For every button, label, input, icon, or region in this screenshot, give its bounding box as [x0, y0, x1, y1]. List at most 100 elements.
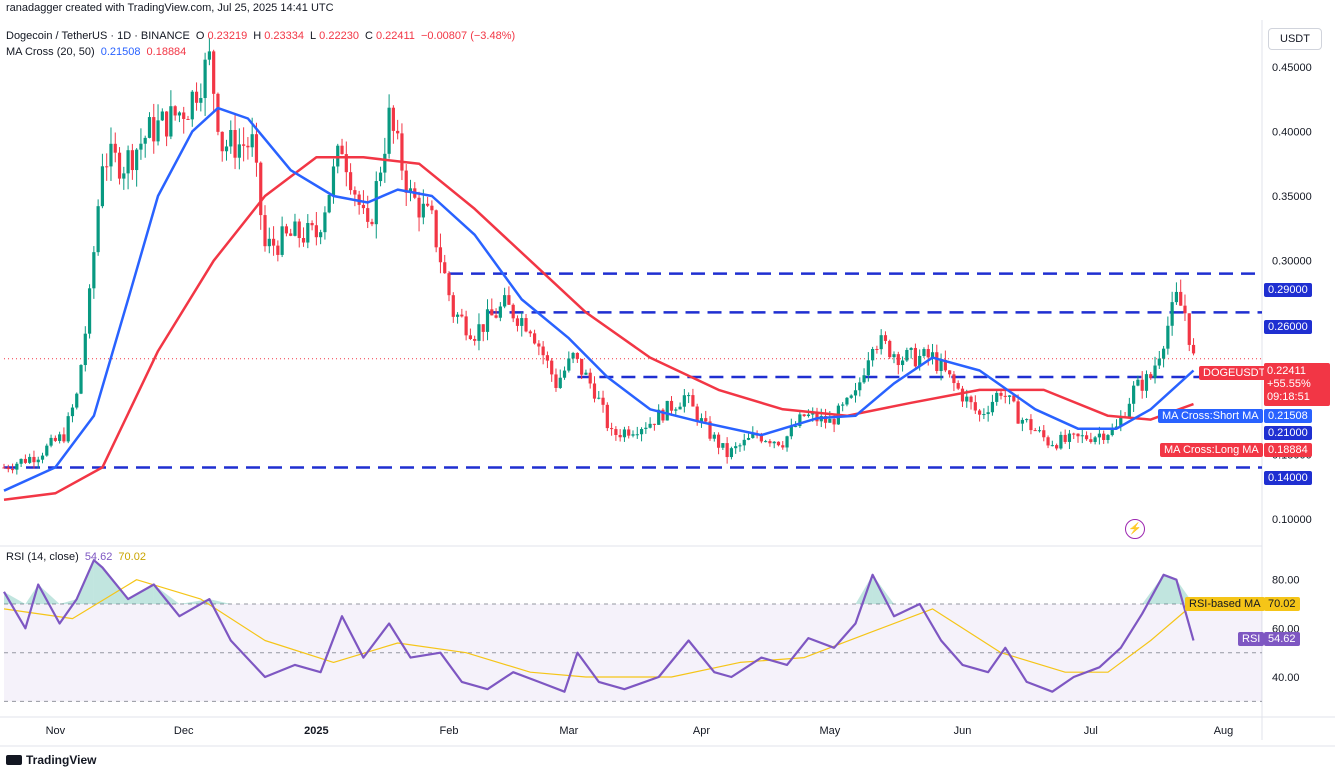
candle-body: [391, 107, 395, 131]
high-value: 0.23334: [264, 30, 304, 42]
candle-body: [652, 423, 656, 425]
price-tick-label: 0.30000: [1272, 256, 1312, 268]
candle-body: [49, 437, 53, 446]
candle-body: [588, 372, 592, 384]
candle-body: [297, 221, 301, 239]
candle-body: [567, 358, 571, 371]
candle-body: [1037, 430, 1042, 432]
candle-body: [802, 414, 806, 417]
tradingview-logo[interactable]: TradingView: [6, 753, 96, 767]
rsi-indicator-label[interactable]: RSI (14, close): [6, 551, 79, 563]
candle-body: [605, 404, 609, 429]
candle-body: [644, 427, 648, 430]
candle-body: [1170, 302, 1174, 326]
candle-body: [220, 131, 224, 152]
candle-body: [571, 352, 575, 359]
candle-body: [66, 416, 70, 442]
rsi-tag-label: RSI: [1238, 632, 1265, 646]
ma-indicator-label[interactable]: MA Cross (20, 50): [6, 46, 95, 58]
symbol-title[interactable]: Dogecoin / TetherUS · 1D · BINANCE: [6, 30, 190, 42]
candle-body: [271, 238, 276, 246]
currency-button[interactable]: USDT: [1268, 28, 1322, 50]
candle-body: [995, 392, 999, 402]
candle-body: [1055, 445, 1059, 449]
candle-body: [147, 117, 152, 138]
tv-logo-icon: [6, 755, 22, 765]
candle-body: [610, 428, 614, 430]
rsi-ma-header-value: 70.02: [118, 551, 146, 563]
candle-body: [36, 459, 40, 463]
candle-body: [575, 352, 579, 359]
candle-body: [263, 215, 267, 247]
candle-body: [900, 360, 905, 366]
candle-body: [1042, 430, 1046, 438]
candle-body: [404, 170, 408, 193]
candle-body: [323, 212, 327, 233]
candle-body: [28, 456, 32, 463]
time-tick-label: Feb: [440, 725, 459, 737]
rsi-ma-tag-value: 70.02: [1264, 597, 1300, 611]
candle-body: [1136, 379, 1140, 386]
candle-body: [913, 347, 918, 367]
candle-body: [1076, 433, 1080, 437]
candle-body: [417, 197, 421, 218]
candle-body: [105, 166, 109, 168]
candle-body: [2, 467, 6, 469]
candle-body: [622, 429, 627, 438]
candle-body: [169, 106, 173, 137]
candle-body: [592, 383, 597, 399]
candle-body: [601, 397, 605, 405]
candle-body: [117, 152, 122, 179]
candle-body: [23, 458, 27, 463]
candle-body: [742, 439, 746, 446]
candle-body: [468, 335, 473, 339]
candle-body: [871, 348, 875, 361]
change-value: −0.00807 (−3.48%): [420, 30, 516, 42]
candle-body: [267, 238, 271, 247]
time-tick-label: Aug: [1214, 725, 1234, 737]
candle-body: [507, 295, 511, 305]
candle-body: [1097, 433, 1102, 438]
candle-body: [768, 441, 772, 444]
candle-body: [79, 365, 83, 394]
candle-body: [460, 314, 464, 317]
candle-body: [892, 354, 896, 358]
candle-body: [828, 418, 832, 423]
level-tag-210: 0.21000: [1264, 426, 1312, 440]
candle-body: [806, 414, 811, 417]
candle-body: [310, 222, 314, 226]
rsi-header-value: 54.62: [84, 551, 113, 563]
level-tag-260: 0.26000: [1264, 320, 1312, 334]
candle-body: [943, 359, 947, 371]
candle-body: [661, 409, 665, 421]
candle-body: [87, 288, 92, 334]
candle-body: [631, 434, 635, 436]
candle-body: [173, 106, 177, 116]
candle-body: [1174, 291, 1179, 303]
rsi-overbought-fill: [209, 599, 231, 604]
time-tick-label: 2025: [304, 725, 328, 737]
candle-body: [494, 315, 498, 318]
candle-body: [1157, 358, 1161, 366]
rsi-overbought-fill: [872, 574, 895, 604]
candle-body: [387, 107, 391, 154]
candle-body: [1183, 305, 1187, 314]
candle-body: [665, 400, 669, 421]
candle-body: [1119, 416, 1123, 427]
candle-body: [306, 222, 310, 243]
candle-body: [922, 349, 926, 356]
candle-body: [1093, 437, 1097, 442]
candle-body: [1016, 401, 1020, 424]
candle-body: [862, 375, 866, 383]
candle-body: [378, 172, 383, 182]
candle-body: [853, 390, 858, 396]
candle-body: [177, 112, 182, 116]
candle-body: [503, 295, 507, 307]
last-price-tag: 0.22411 +55.55% 09:18:51: [1264, 363, 1330, 406]
candle-body: [1007, 395, 1012, 397]
candle-body: [1110, 427, 1114, 436]
lightning-icon[interactable]: ⚡: [1125, 519, 1145, 539]
candle-body: [438, 247, 443, 263]
candle-body: [1140, 379, 1144, 391]
candle-body: [421, 203, 425, 218]
